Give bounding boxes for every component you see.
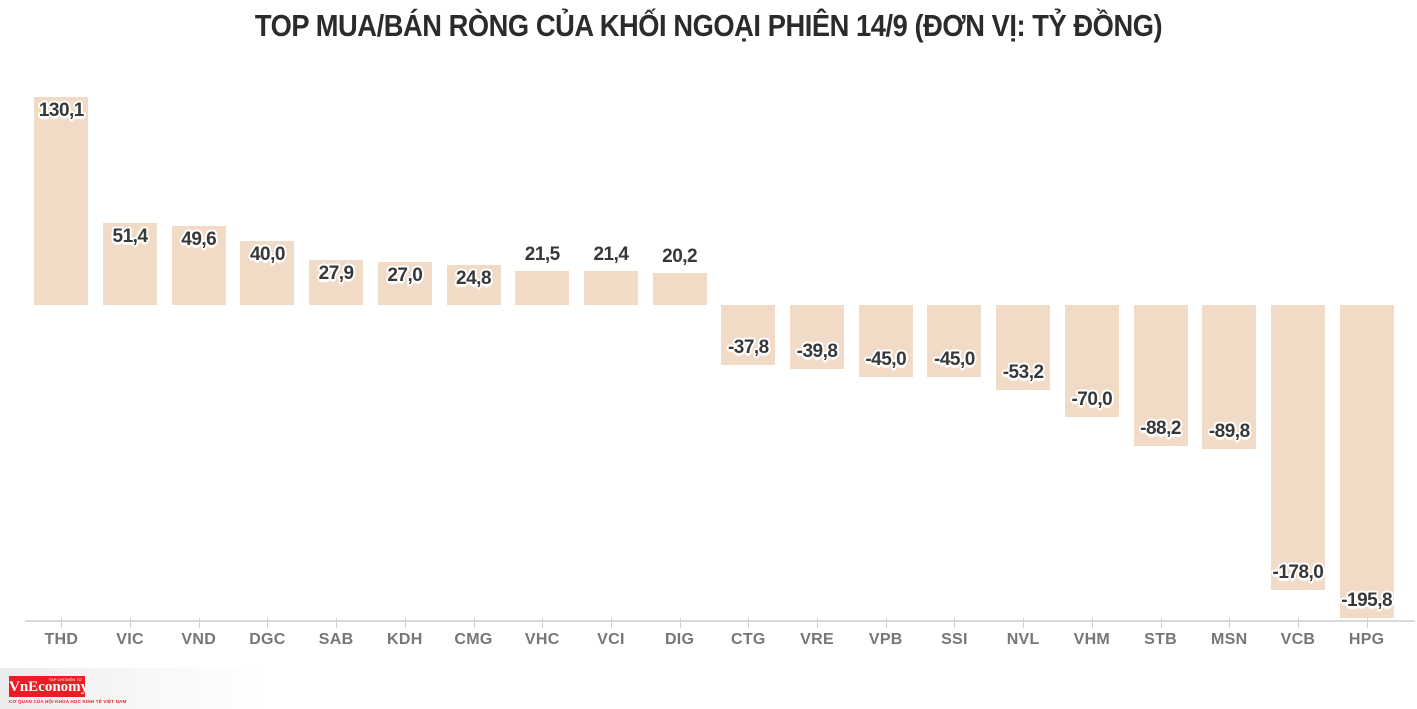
logo-top-text: TẠP CHÍ ĐIỆN TỬ: [48, 677, 82, 682]
x-axis-tick: [404, 618, 406, 628]
bar-MSN: [1202, 305, 1257, 449]
x-axis-tick: [198, 618, 200, 628]
bar-VIC: [103, 222, 158, 305]
bar-DIG: [652, 272, 707, 305]
vneconomy-logo: TẠP CHÍ ĐIỆN TỬ VnEconomy: [9, 676, 89, 697]
bar-STB: [1133, 305, 1188, 447]
x-axis-label-DGC: DGC: [249, 631, 286, 648]
x-axis-label-VND: VND: [181, 631, 217, 648]
bar-value-label: 40,0: [249, 244, 285, 265]
bar-VCB: [1270, 305, 1325, 590]
logo-text: VnEconomy: [9, 679, 89, 695]
x-axis-label-VCB: VCB: [1280, 631, 1316, 648]
bar-CTG: [721, 305, 776, 366]
x-axis-label-NVL: NVL: [1006, 631, 1040, 648]
x-axis-label-CMG: CMG: [454, 631, 493, 648]
x-axis-label-STB: STB: [1144, 631, 1177, 648]
x-axis-tick: [817, 618, 819, 628]
bar-value-label: -45,0: [934, 349, 975, 370]
x-axis-label-HPG: HPG: [1348, 631, 1385, 648]
bar-value-label: -37,8: [727, 337, 769, 359]
bar-value-label: 21,5: [524, 243, 560, 265]
bar-VHM: [1064, 305, 1119, 417]
x-axis-label-DIG: DIG: [664, 631, 695, 648]
logo-tagline: CƠ QUAN CỦA HỘI KHOA HỌC KINH TẾ VIỆT NA…: [9, 699, 127, 704]
x-axis-tick: [1297, 618, 1299, 628]
x-axis-tick: [336, 618, 338, 628]
bar-value-label: -88,2: [1140, 418, 1181, 440]
bar-value-label: 49,6: [181, 228, 217, 250]
bar-value-label: 130,1: [38, 99, 85, 121]
x-axis-tick: [610, 618, 612, 628]
bar-THD: [34, 96, 89, 305]
x-axis-tick: [267, 618, 269, 628]
x-axis-tick: [1023, 618, 1025, 628]
bar-value-label: -45,0: [865, 349, 907, 370]
x-axis-label-VHC: VHC: [524, 631, 560, 648]
x-axis-tick: [473, 618, 475, 628]
bar-VCI: [583, 270, 638, 305]
x-axis-tick: [748, 618, 750, 628]
bar-value-label: 27,0: [387, 264, 423, 286]
bar-value-label: 24,8: [456, 268, 492, 290]
x-axis-tick: [542, 618, 544, 628]
bar-VPB: [858, 305, 913, 377]
bar-NVL: [996, 305, 1051, 391]
x-axis-tick: [1229, 618, 1231, 628]
x-axis-line: [25, 620, 1415, 622]
x-axis-label-MSN: MSN: [1211, 631, 1248, 648]
bar-value-label: 27,9: [318, 263, 354, 285]
x-axis-tick: [130, 618, 132, 628]
x-axis-tick: [679, 618, 681, 628]
bar-HPG: [1339, 305, 1394, 619]
bar-value-label: -53,2: [1002, 362, 1044, 384]
bar-value-label: -70,0: [1071, 389, 1113, 410]
bar-VHC: [515, 270, 570, 305]
bar-VND: [171, 225, 226, 305]
x-axis-tick: [1091, 618, 1093, 628]
x-axis-label-VHM: VHM: [1073, 631, 1111, 648]
x-axis-label-VRE: VRE: [800, 631, 834, 648]
x-axis-label-CTG: CTG: [731, 631, 766, 648]
x-axis-label-THD: THD: [44, 631, 79, 648]
x-axis-tick: [885, 618, 887, 628]
bar-value-label: -39,8: [796, 340, 838, 362]
bar-value-label: 51,4: [112, 225, 148, 247]
x-axis-tick: [61, 618, 63, 628]
chart-title: TOP MUA/BÁN RÒNG CỦA KHỐI NGOẠI PHIÊN 14…: [254, 8, 1163, 43]
x-axis-tick: [954, 618, 956, 628]
bar-value-label: -89,8: [1208, 420, 1250, 442]
x-axis-label-VIC: VIC: [116, 631, 144, 648]
bar-value-label: 20,2: [662, 245, 698, 267]
bar-value-label: 21,4: [593, 243, 629, 265]
x-axis-tick: [1366, 618, 1368, 628]
x-axis-tick: [1160, 618, 1162, 628]
bar-SAB: [309, 260, 364, 305]
bar-value-label: -195,8: [1341, 590, 1393, 612]
bar-CMG: [446, 265, 501, 305]
x-axis-label-SSI: SSI: [941, 631, 968, 648]
x-axis-label-VCI: VCI: [597, 631, 625, 648]
x-axis-label-KDH: KDH: [387, 631, 423, 648]
bar-KDH: [377, 261, 432, 305]
x-axis-label-VPB: VPB: [868, 631, 903, 648]
bar-value-label: -178,0: [1272, 561, 1324, 583]
bar-VRE: [790, 305, 845, 369]
bar-SSI: [927, 305, 982, 377]
x-axis-label-SAB: SAB: [318, 631, 354, 648]
bar-DGC: [240, 241, 295, 305]
